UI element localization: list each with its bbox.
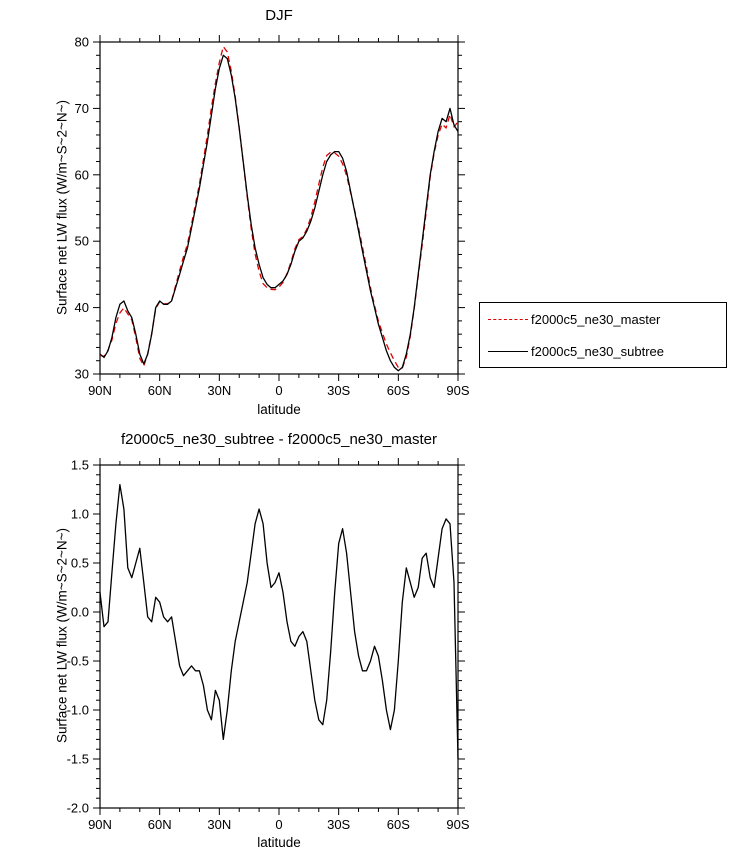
x-tick-label: 0 — [275, 383, 282, 398]
legend-line-sample-master — [488, 318, 528, 320]
plot-frame — [99, 464, 459, 809]
series-line-f2000c5_ne30_master — [99, 45, 459, 369]
y-tick-label: 70 — [75, 101, 89, 116]
y-tick-label: 0.0 — [71, 605, 89, 620]
bottom-chart-title: f2000c5_ne30_subtree - f2000c5_ne30_mast… — [120, 431, 438, 448]
y-tick-label: 40 — [75, 300, 89, 315]
legend: f2000c5_ne30_master f2000c5_ne30_subtree — [479, 302, 727, 368]
legend-line-sample-subtree — [488, 350, 528, 352]
y-tick-label: 1.5 — [71, 458, 89, 473]
legend-item-master: f2000c5_ne30_master — [480, 303, 726, 335]
y-tick-label: 50 — [75, 234, 89, 249]
legend-label-master: f2000c5_ne30_master — [531, 311, 661, 327]
y-tick-label: 80 — [75, 35, 89, 50]
x-tick-label: 90N — [88, 817, 112, 832]
y-tick-label: 60 — [75, 167, 89, 182]
top-chart-x-axis-label: latitude — [257, 402, 301, 417]
x-tick-label: 60N — [148, 817, 172, 832]
x-tick-label: 90N — [88, 383, 112, 398]
y-tick-label: -1.0 — [67, 703, 89, 718]
x-tick-label: 30N — [207, 383, 231, 398]
x-tick-label: 90S — [446, 817, 469, 832]
y-tick-label: -1.5 — [67, 752, 89, 767]
y-tick-label: 0.5 — [71, 556, 89, 571]
x-tick-label: 60N — [148, 383, 172, 398]
x-tick-label: 30S — [327, 383, 350, 398]
plot-frame — [99, 41, 459, 375]
y-tick-label: -0.5 — [67, 654, 89, 669]
x-tick-label: 60S — [387, 383, 410, 398]
bottom-chart-canvas: -2.0 -1.5 -1.0 -0.5 0.0 0.5 1.0 1.5 90N 60N 30N 0 30… — [67, 458, 470, 833]
x-tick-label: 60S — [387, 817, 410, 832]
x-tick-label: 30S — [327, 817, 350, 832]
x-tick-label: 90S — [446, 383, 469, 398]
x-tick-label: 30N — [207, 817, 231, 832]
y-tick-label: 1.0 — [71, 507, 89, 522]
top-chart-title: DJF — [265, 7, 293, 24]
x-tick-label: 0 — [275, 817, 282, 832]
series-line-f2000c5_ne30_subtree - f2000c5_ne30_master — [99, 483, 459, 760]
top-chart-canvas: 30 40 50 60 70 80 90N 60N 30N 0 30S 60S 90S — [75, 35, 470, 399]
y-tick-label: -2.0 — [67, 801, 89, 816]
y-tick-label: 30 — [75, 367, 89, 382]
series-line-f2000c5_ne30_subtree — [99, 54, 459, 372]
bottom-chart-x-axis-label: latitude — [257, 835, 301, 850]
legend-label-subtree: f2000c5_ne30_subtree — [531, 343, 665, 359]
legend-item-subtree: f2000c5_ne30_subtree — [480, 335, 726, 367]
